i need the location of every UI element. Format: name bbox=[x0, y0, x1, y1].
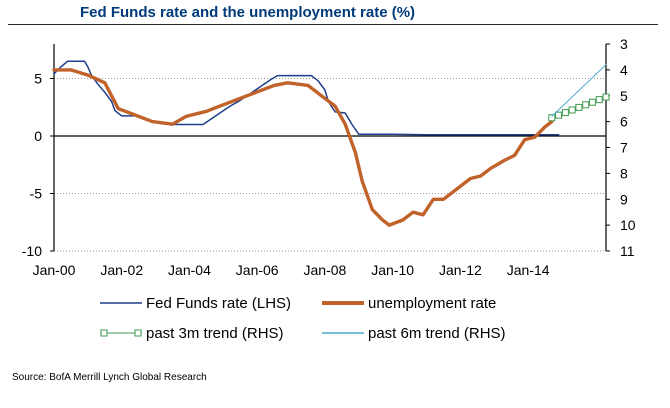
right-tick-label: 9 bbox=[620, 191, 628, 207]
gridlines bbox=[54, 78, 606, 252]
trend-3m-point bbox=[582, 101, 590, 109]
trend-3m-point bbox=[548, 114, 556, 122]
trend-3m-point bbox=[561, 109, 569, 117]
series-group bbox=[52, 60, 610, 227]
trend-6m-line bbox=[551, 64, 607, 117]
legend-label: past 6m trend (RHS) bbox=[368, 325, 506, 342]
legend-label: past 3m trend (RHS) bbox=[146, 325, 284, 342]
x-tick-label: Jan-10 bbox=[371, 262, 414, 278]
left-tick-label: 5 bbox=[34, 71, 42, 87]
right-tick-label: 8 bbox=[620, 165, 628, 181]
trend-3m-point bbox=[595, 96, 603, 104]
legend-marker bbox=[100, 329, 108, 337]
right-tick-label: 7 bbox=[620, 140, 628, 156]
right-tick-label: 11 bbox=[620, 243, 635, 259]
chart-canvas: 5 0 -5 -10 3 4 5 6 7 8 9 10 11 Jan-00 Jan-02 Jan-04 Jan-… bbox=[22, 36, 636, 342]
title-rule bbox=[8, 24, 658, 25]
fed-funds-line bbox=[53, 60, 560, 136]
trend-3m-point bbox=[588, 98, 596, 106]
right-tick-label: 5 bbox=[620, 88, 628, 104]
axes: 5 0 -5 -10 3 4 5 6 7 8 9 10 11 Jan-00 Jan-02 Jan-04 Jan-… bbox=[22, 36, 636, 278]
x-tick-label: Jan-00 bbox=[33, 262, 76, 278]
trend-3m-point bbox=[602, 93, 610, 101]
left-tick-label: -5 bbox=[30, 186, 43, 202]
right-tick-label: 4 bbox=[620, 62, 628, 78]
unemployment-line bbox=[52, 68, 554, 227]
legend-label: unemployment rate bbox=[368, 295, 496, 312]
x-tick-label: Jan-02 bbox=[100, 262, 143, 278]
right-tick-label: 6 bbox=[620, 114, 628, 130]
left-tick-label: -10 bbox=[22, 243, 42, 259]
legend-label: Fed Funds rate (LHS) bbox=[146, 295, 291, 312]
trend-3m-point bbox=[575, 103, 583, 111]
x-tick-label: Jan-06 bbox=[236, 262, 279, 278]
x-tick-label: Jan-04 bbox=[168, 262, 211, 278]
chart-title: Fed Funds rate and the unemployment rate… bbox=[80, 4, 416, 21]
right-tick-label: 10 bbox=[620, 217, 636, 233]
x-tick-label: Jan-08 bbox=[304, 262, 347, 278]
source-note: Source: BofA Merrill Lynch Global Resear… bbox=[12, 372, 207, 383]
left-tick-label: 0 bbox=[34, 128, 42, 144]
right-tick-label: 3 bbox=[620, 36, 628, 52]
trend-3m-point bbox=[568, 106, 576, 114]
x-tick-label: Jan-14 bbox=[507, 262, 550, 278]
x-tick-label: Jan-12 bbox=[439, 262, 482, 278]
legend-marker bbox=[134, 329, 142, 337]
legend: Fed Funds rate (LHS) unemployment rate pas… bbox=[100, 295, 506, 342]
trend-3m-point bbox=[555, 111, 563, 119]
